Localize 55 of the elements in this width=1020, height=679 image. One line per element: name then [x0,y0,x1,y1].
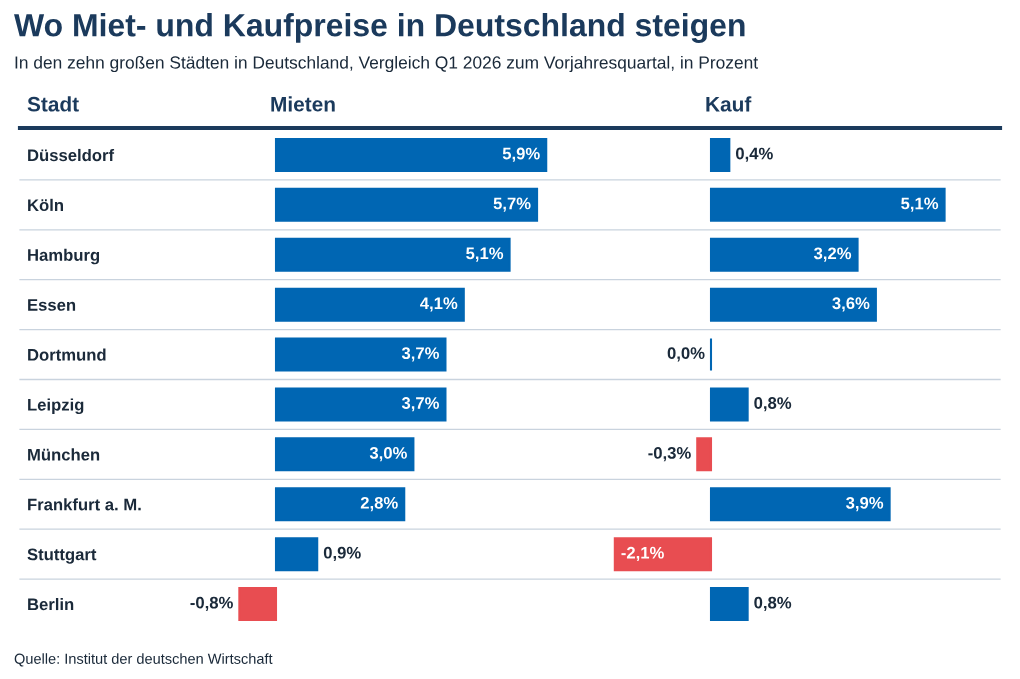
data-label: 3,6% [832,297,870,312]
bar [696,437,713,472]
data-label: 5,9% [502,147,540,162]
bar [709,137,731,172]
bar [274,387,447,422]
data-label: 0,8% [754,596,792,611]
y-tick-label: Leipzig [28,398,84,415]
y-tick-label: München [28,448,100,461]
data-label: -0,3% [648,447,691,462]
data-label: 3,7% [401,397,440,412]
data-label: 0,4% [735,147,773,162]
data-label: 3,7% [401,347,440,362]
data-label: 4,1% [420,297,458,312]
y-tick-label: Düsseldorf [28,148,115,162]
data-label: 5,1% [466,247,504,262]
bar [274,287,465,322]
bar [709,287,877,322]
y-tick-label: Frankfurt a. M. [28,498,141,511]
x-axis-title: Kauf [706,96,752,112]
data-label: 3,0% [369,447,407,462]
data-label: 0,9% [323,546,361,562]
y-tick-label: Hamburg [28,248,100,265]
bar [274,337,447,372]
data-label: 2,8% [360,496,398,512]
y-tick-label: Stuttgart [27,548,97,564]
y-tick-label: Köln [28,198,63,212]
y-tick-label: Dortmund [28,348,106,361]
bar [613,537,713,572]
y-tick-label: Essen [28,299,76,311]
y-axis-title: Stadt [27,96,79,112]
data-label: 0,8% [754,397,792,412]
bar [274,487,406,522]
bar [274,437,415,472]
bar [274,237,511,272]
bar [709,187,946,222]
bar [274,537,319,572]
bar [274,137,548,172]
data-label: 5,7% [493,197,531,212]
y-tick-label: Berlin [28,598,74,611]
source-note: Quelle: Institut der deutschen Wirtschaft [14,653,273,667]
chart-subtitle: In den zehn großen Städten in Deutschland, Vergleich Q1 2026 zum Vorjahresquartal, in Prozent [15,55,758,73]
data-label: 5,1% [901,197,939,212]
bar [709,237,859,272]
bar [709,387,749,422]
data-label: 3,2% [813,247,852,262]
bar [274,187,539,222]
x-axis-title: Mieten [271,96,335,112]
data-label: -2,1% [621,546,664,562]
data-label: -0,8% [190,596,233,611]
data-label: 0,0% [667,347,705,362]
bar [709,487,891,522]
data-label: 3,9% [846,496,884,512]
chart-title: Wo Miet- und Kaufpreise in Deutschland steigen [14,13,745,43]
bar [238,587,278,622]
bar [709,587,749,622]
